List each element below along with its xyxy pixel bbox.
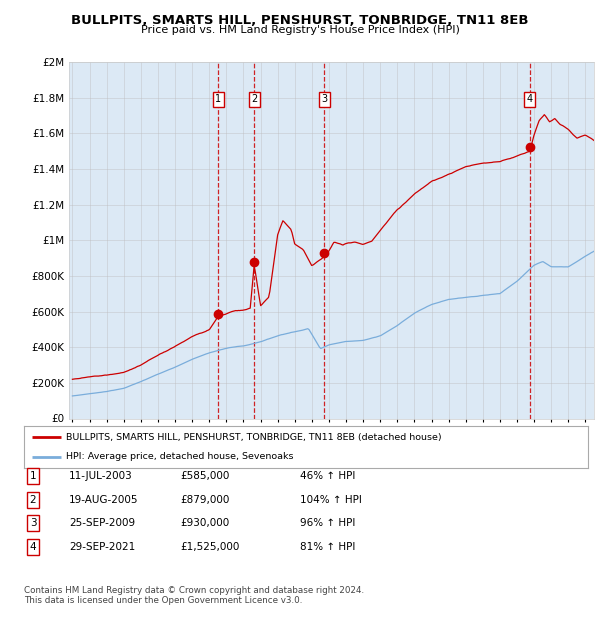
- Text: 19-AUG-2005: 19-AUG-2005: [69, 495, 139, 505]
- Text: £879,000: £879,000: [180, 495, 229, 505]
- Text: 1: 1: [215, 94, 221, 104]
- Text: BULLPITS, SMARTS HILL, PENSHURST, TONBRIDGE, TN11 8EB (detached house): BULLPITS, SMARTS HILL, PENSHURST, TONBRI…: [66, 433, 442, 442]
- Text: Price paid vs. HM Land Registry's House Price Index (HPI): Price paid vs. HM Land Registry's House …: [140, 25, 460, 35]
- Text: 3: 3: [321, 94, 328, 104]
- Text: 2: 2: [29, 495, 37, 505]
- Text: 25-SEP-2009: 25-SEP-2009: [69, 518, 135, 528]
- Text: 11-JUL-2003: 11-JUL-2003: [69, 471, 133, 481]
- Text: Contains HM Land Registry data © Crown copyright and database right 2024.: Contains HM Land Registry data © Crown c…: [24, 586, 364, 595]
- Text: 1: 1: [29, 471, 37, 481]
- Text: £585,000: £585,000: [180, 471, 229, 481]
- Text: 4: 4: [527, 94, 533, 104]
- Text: £930,000: £930,000: [180, 518, 229, 528]
- Text: 104% ↑ HPI: 104% ↑ HPI: [300, 495, 362, 505]
- Text: 96% ↑ HPI: 96% ↑ HPI: [300, 518, 355, 528]
- Text: 29-SEP-2021: 29-SEP-2021: [69, 542, 135, 552]
- Text: This data is licensed under the Open Government Licence v3.0.: This data is licensed under the Open Gov…: [24, 596, 302, 606]
- Text: HPI: Average price, detached house, Sevenoaks: HPI: Average price, detached house, Seve…: [66, 452, 294, 461]
- Text: 2: 2: [251, 94, 257, 104]
- Text: £1,525,000: £1,525,000: [180, 542, 239, 552]
- Text: 46% ↑ HPI: 46% ↑ HPI: [300, 471, 355, 481]
- Text: 81% ↑ HPI: 81% ↑ HPI: [300, 542, 355, 552]
- Text: 3: 3: [29, 518, 37, 528]
- Text: BULLPITS, SMARTS HILL, PENSHURST, TONBRIDGE, TN11 8EB: BULLPITS, SMARTS HILL, PENSHURST, TONBRI…: [71, 14, 529, 27]
- Text: 4: 4: [29, 542, 37, 552]
